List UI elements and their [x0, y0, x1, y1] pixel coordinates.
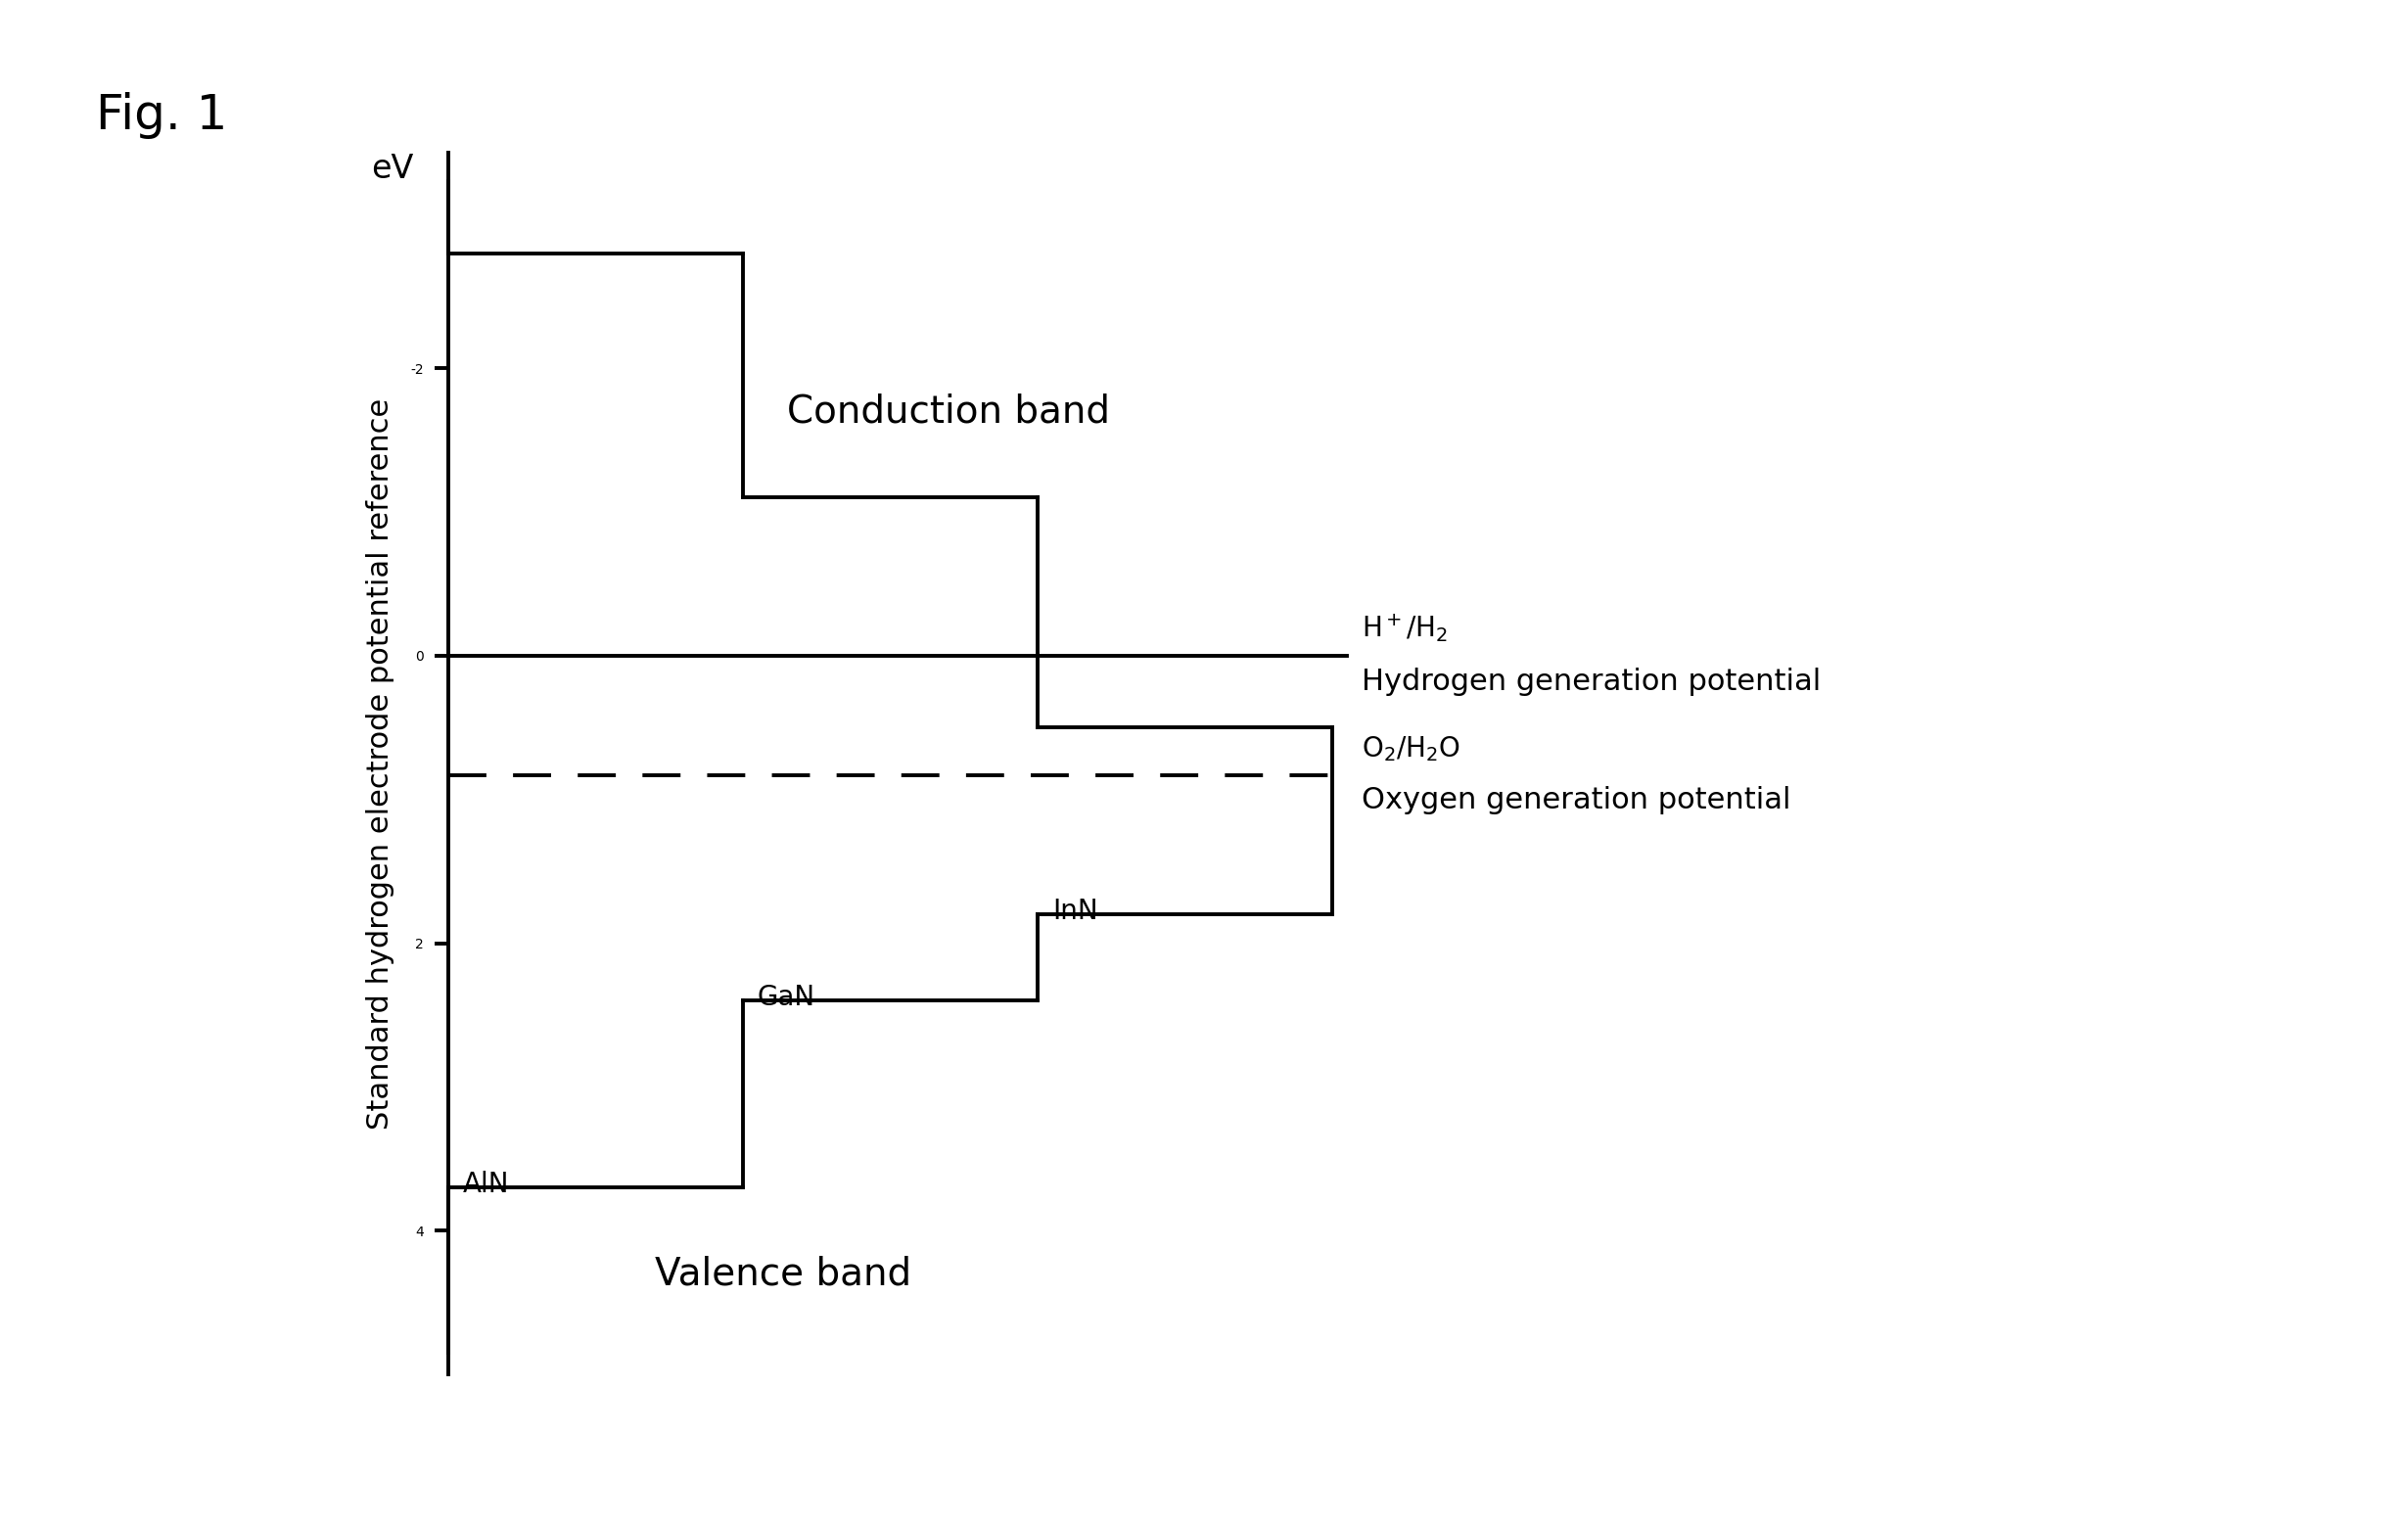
Text: GaN: GaN: [759, 983, 816, 1011]
Text: InN: InN: [1052, 898, 1098, 924]
Text: Fig. 1: Fig. 1: [96, 92, 229, 139]
Text: AlN: AlN: [462, 1170, 510, 1197]
Text: Hydrogen generation potential: Hydrogen generation potential: [1361, 667, 1820, 696]
Text: Oxygen generation potential: Oxygen generation potential: [1361, 786, 1792, 815]
Y-axis label: Standard hydrogen electrode potential reference: Standard hydrogen electrode potential re…: [366, 397, 395, 1130]
Text: H$^+$/H$_2$: H$^+$/H$_2$: [1361, 612, 1447, 644]
Text: O$_2$/H$_2$O: O$_2$/H$_2$O: [1361, 734, 1459, 764]
Text: Valence band: Valence band: [655, 1255, 910, 1292]
Text: Conduction band: Conduction band: [787, 392, 1110, 431]
Text: eV: eV: [371, 153, 414, 185]
